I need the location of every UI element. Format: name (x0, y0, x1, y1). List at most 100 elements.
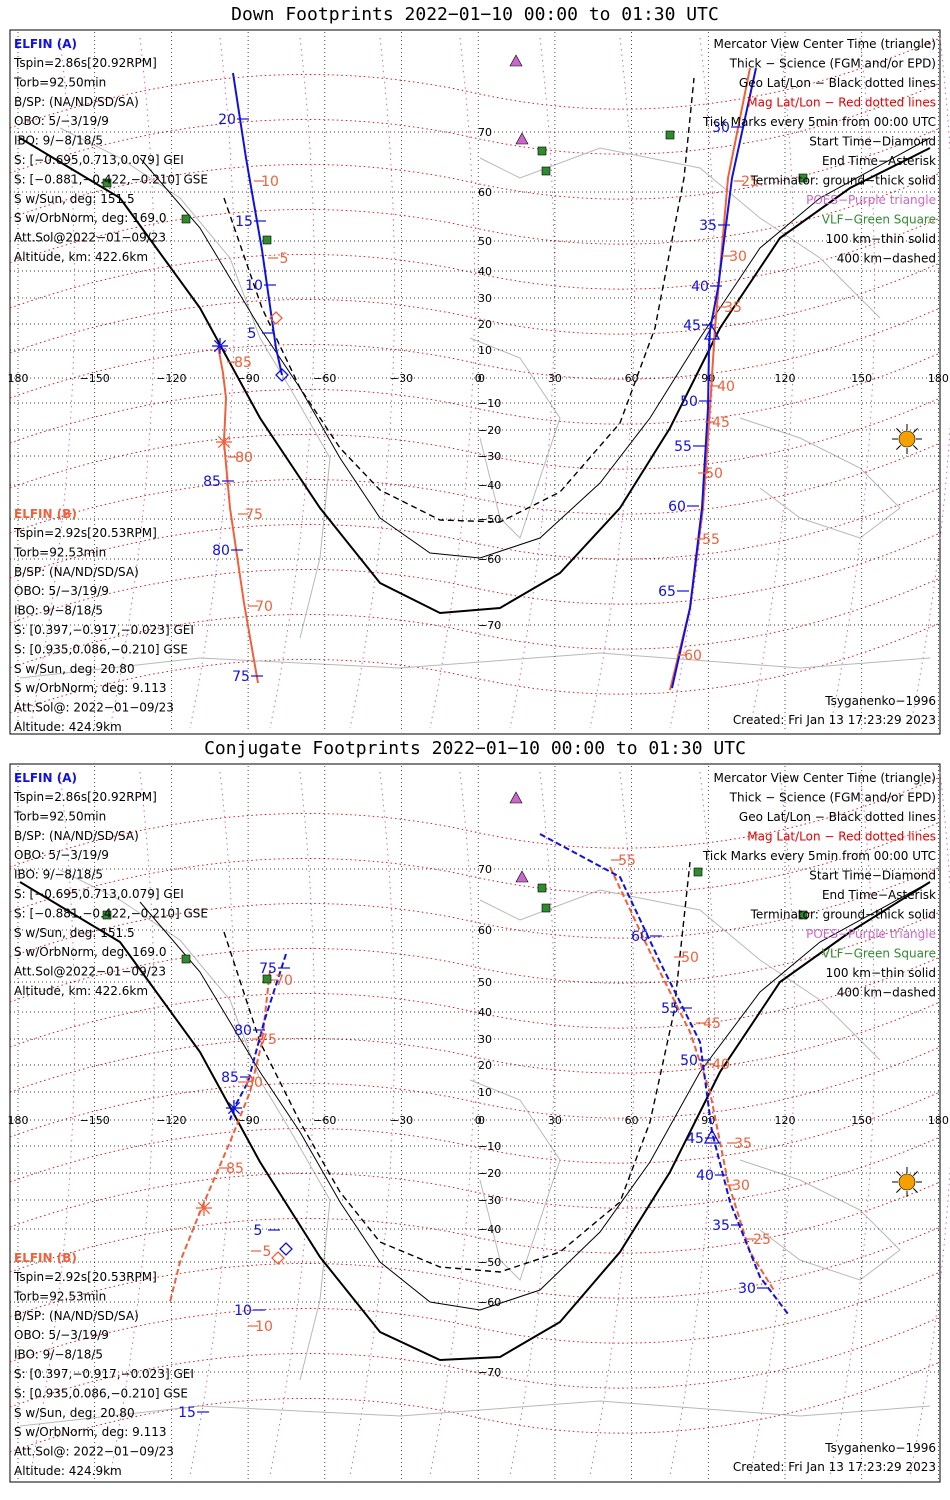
lon-tick-label: −150 (80, 1114, 110, 1127)
end-time-asterisk (217, 435, 231, 449)
elfin-b-tick-label: 5 (280, 251, 289, 267)
lat-tick-label: −70 (478, 619, 501, 632)
elfin-b-tick-label: 50 (681, 950, 699, 966)
elfin-a-tick-label: 60 (668, 499, 686, 515)
elfin-b-tick-label: 55 (702, 532, 720, 548)
lon-tick-label: 150 (851, 372, 872, 385)
legend-entry: End Time−Asterisk (822, 154, 936, 168)
elfin-a-name: ELFIN (A) (14, 37, 77, 51)
sun-ray (896, 428, 901, 433)
mag-latitude-line (9, 37, 941, 129)
elfin-b-info-line: Tspin=2.92s[20.53RPM] (13, 526, 157, 540)
elfin-b-tick-label: 55 (618, 853, 636, 869)
elfin-a-info-line: Altitude, km: 422.6km (14, 984, 148, 998)
elfin-a-tick-label: 35 (712, 1218, 730, 1234)
legend-entry: Mag Lat/Lon − Red dotted lines (747, 830, 936, 844)
elfin-b-tick-label: 30 (732, 1178, 750, 1194)
legend-entry: Tick Marks every 5min from 00:00 UTC (702, 115, 936, 129)
elfin-a-track (229, 953, 287, 1121)
vlf-square-icon (537, 146, 547, 156)
sun-ray (913, 1188, 918, 1193)
mag-latitude-line (9, 262, 941, 354)
elfin-a-name: ELFIN (A) (14, 771, 77, 785)
legend-entry: 400 km−dashed (837, 986, 936, 1000)
mag-latitude-line (9, 577, 941, 669)
lon-tick-label: 120 (775, 372, 796, 385)
elfin-a-tick-label: 65 (658, 584, 676, 600)
mag-latitude-line (9, 622, 941, 714)
legend-entry: Terminator: ground−thick solid (750, 908, 936, 922)
lat-tick-label: 0 (478, 1114, 485, 1127)
lat-tick-label: 0 (478, 372, 485, 385)
elfin-b-tick-label: 25 (741, 174, 759, 190)
lon-tick-label: 60 (625, 1114, 639, 1127)
coastline (739, 1159, 901, 1281)
elfin-a-info-line: OBO: 5/−3/19/9 (14, 114, 109, 128)
lat-tick-label: 30 (478, 292, 492, 305)
elfin-b-info-line: B/SP: (NA/ND/SD/SA) (14, 565, 139, 579)
elfin-b-info-line: Torb=92.53min (13, 1289, 106, 1303)
vlf-square-icon (798, 173, 808, 183)
poes-triangle-icon (515, 132, 529, 145)
elfin-b-name: ELFIN (B) (14, 1251, 77, 1265)
vlf-square-icon (541, 903, 551, 913)
sun-ray (896, 1188, 901, 1193)
elfin-a-tick-label: 5 (254, 1223, 263, 1239)
mag-latitude-line (9, 1181, 941, 1273)
elfin-a-tick-label: 40 (691, 279, 709, 295)
lat-tick-label: −10 (478, 397, 501, 410)
lon-tick-label: 90 (701, 1114, 715, 1127)
mag-latitude-line (9, 1091, 941, 1183)
elfin-a-tick-label: 85 (203, 474, 221, 490)
mag-longitude-line (349, 771, 395, 1477)
lon-tick-label: −60 (313, 1114, 336, 1127)
created-timestamp: Created: Fri Jan 13 17:23:29 2023 (733, 713, 936, 727)
lat-tick-label: −50 (478, 1256, 501, 1269)
mag-longitude-line (509, 771, 555, 1477)
elfin-a-tick-label: 45 (683, 318, 701, 334)
elfin-a-info-line: Altitude, km: 422.6km (14, 250, 148, 264)
mag-longitude-line (749, 771, 795, 1477)
elfin-a-info-line: OBO: 5/−3/19/9 (14, 848, 109, 862)
legend-entry: Mercator View Center Time (triangle) (714, 37, 936, 51)
elfin-a-tick-label: 10 (234, 1303, 252, 1319)
elfin-a-info-line: S w/Sun, deg: 151.5 (14, 926, 135, 940)
lat-tick-label: −70 (478, 1366, 501, 1379)
elfin-b-track (609, 866, 776, 1293)
view-center-triangle (703, 324, 721, 340)
lat-tick-label: −30 (478, 1194, 501, 1207)
elfin-a-tick-label: 50 (680, 394, 698, 410)
elfin-b-info-line: Att.Sol@: 2022−01−09/23 (14, 1445, 174, 1459)
lat-tick-label: 60 (478, 186, 492, 199)
elfin-b-info-line: Altitude: 424.9km (14, 720, 122, 734)
mag-latitude-line (9, 776, 941, 868)
elfin-a-tick-label: 50 (680, 1053, 698, 1069)
vlf-square-icon (102, 178, 112, 188)
legend-entry: Geo Lat/Lon − Black dotted lines (739, 810, 936, 824)
legend-entry: Thick − Science (FGM and/or EPD) (729, 791, 936, 805)
elfin-a-tick-label: 75 (232, 669, 250, 685)
elfin-a-tick-label: 20 (218, 112, 236, 128)
elfin-a-info-line: B/SP: (NA/ND/SD/SA) (14, 829, 139, 843)
elfin-a-tick-label: 85 (221, 1070, 239, 1086)
mag-latitude-line (9, 1271, 941, 1363)
sun-icon (898, 1173, 916, 1191)
mag-latitude-line (9, 397, 941, 489)
lon-tick-label: 0 (475, 1114, 482, 1127)
mag-latitude-line (9, 172, 941, 264)
lat-tick-label: −10 (478, 1140, 501, 1153)
legend-entry: Mag Lat/Lon − Red dotted lines (747, 96, 936, 110)
lat-tick-label: 70 (478, 126, 492, 139)
vlf-square-icon (262, 974, 272, 984)
sun-ray (896, 1171, 901, 1176)
elfin-a-info-line: Tspin=2.86s[20.92RPM] (13, 790, 157, 804)
mag-latitude-line (9, 1046, 941, 1138)
elfin-a-tick-label: 75 (259, 961, 277, 977)
sun-ray (896, 445, 901, 450)
elfin-b-tick-label: 35 (734, 1136, 752, 1152)
elfin-b-info-line: S: [0.397,−0.917,−0.023] GEI (14, 623, 194, 637)
mag-longitude-line (589, 771, 635, 1477)
elfin-a-info-line: Torb=92.50min (13, 75, 106, 89)
coastline (19, 652, 931, 679)
terminator-400km-curve (223, 77, 695, 523)
